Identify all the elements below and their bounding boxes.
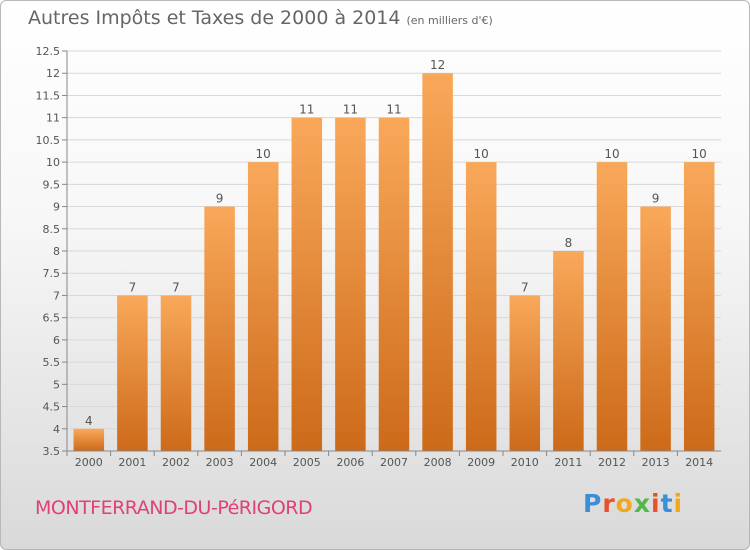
- y-tick-label: 9.5: [43, 178, 61, 191]
- y-tick-label: 10: [46, 156, 60, 169]
- data-label-2008: 12: [430, 58, 445, 72]
- data-label-2003: 9: [216, 192, 224, 206]
- logo-letter: P: [583, 489, 603, 518]
- y-tick-label: 8: [53, 245, 60, 258]
- x-tick-label-2002: 2002: [162, 456, 190, 469]
- logo-letter: i: [651, 489, 661, 518]
- x-tick-label-2005: 2005: [293, 456, 321, 469]
- y-tick-label: 9: [53, 201, 60, 214]
- bar-2006: [335, 117, 366, 452]
- y-tick-label: 11: [46, 112, 60, 125]
- data-label-2007: 11: [386, 103, 401, 117]
- bar-2009: [465, 162, 497, 451]
- y-tick-label: 4: [53, 423, 60, 436]
- data-label-2005: 11: [299, 103, 314, 117]
- y-tick-label: 5: [53, 378, 60, 391]
- y-tick-label: 6.5: [43, 312, 61, 325]
- y-tick-label: 7: [53, 289, 60, 302]
- logo-letter: t: [660, 489, 674, 518]
- logo-letter: x: [633, 489, 651, 518]
- x-tick-label-2014: 2014: [685, 456, 713, 469]
- unit-label: (en milliers d'€): [406, 14, 493, 27]
- x-tick-label-2004: 2004: [249, 456, 277, 469]
- bar-2011: [553, 251, 584, 451]
- y-tick-label: 8.5: [43, 223, 61, 236]
- bars: 4 7 7 9 10 11 11 11 12 10 7 8 10 9 10: [73, 58, 715, 452]
- bar-2012: [596, 162, 628, 451]
- x-tick-label-2010: 2010: [511, 456, 539, 469]
- x-tick-label-2011: 2011: [554, 456, 582, 469]
- data-label-2012: 10: [604, 147, 619, 161]
- y-tick-label: 4.5: [43, 401, 61, 414]
- x-tick-label-2013: 2013: [642, 456, 670, 469]
- logo-letter: o: [615, 489, 634, 518]
- place-name: MONTFERRAND-DU-PéRIGORD: [35, 497, 313, 519]
- bar-2013: [640, 206, 671, 451]
- logo-letter: i: [673, 489, 684, 518]
- x-tick-label-2003: 2003: [206, 456, 234, 469]
- y-tick-label: 10.5: [36, 134, 61, 147]
- y-tick-label: 5.5: [43, 356, 61, 369]
- x-tick-label-2009: 2009: [467, 456, 495, 469]
- data-label-2004: 10: [256, 147, 271, 161]
- x-tick-label-2007: 2007: [380, 456, 408, 469]
- data-label-2013: 9: [652, 192, 660, 206]
- data-label-2011: 8: [565, 236, 573, 250]
- x-tick-label-2012: 2012: [598, 456, 626, 469]
- y-tick-label: 7.5: [43, 267, 61, 280]
- x-tick-label-2001: 2001: [118, 456, 146, 469]
- y-tick-label: 12: [46, 67, 60, 80]
- logo-letter: r: [602, 489, 616, 518]
- bar-2000: [73, 428, 105, 451]
- title-text: Autres Impôts et Taxes de 2000 à 2014: [28, 7, 401, 29]
- y-tick-label: 3.5: [43, 445, 61, 458]
- bar-2001: [117, 295, 148, 451]
- bar-2010: [509, 295, 541, 451]
- bar-2005: [291, 117, 323, 452]
- y-tick-label: 6: [53, 334, 60, 347]
- x-tick-label-2000: 2000: [75, 456, 103, 469]
- data-label-2014: 10: [692, 147, 707, 161]
- y-tick-label: 12.5: [36, 45, 61, 58]
- bar-2007: [378, 117, 410, 452]
- x-tick-label-2008: 2008: [424, 456, 452, 469]
- x-tick-label-2006: 2006: [336, 456, 364, 469]
- axes: 3.5 4 4.5 5 5.5 6 6.5 7 7.5 8 8.5 9 9.5 10 10.5 11 11.5 1…: [36, 45, 721, 469]
- data-label-2001: 7: [129, 280, 137, 294]
- bar-2014: [683, 162, 715, 451]
- data-label-2010: 7: [521, 280, 529, 294]
- data-label-2002: 7: [172, 280, 180, 294]
- chart-title: Autres Impôts et Taxes de 2000 à 2014 (en…: [28, 7, 493, 29]
- bar-2008: [422, 73, 453, 451]
- bar-2004: [247, 162, 279, 451]
- proxiti-logo: Proxiti: [583, 489, 683, 518]
- data-label-2000: 4: [85, 414, 93, 428]
- bar-2003: [204, 206, 235, 451]
- y-tick-label: 11.5: [36, 89, 61, 102]
- data-label-2009: 10: [474, 147, 489, 161]
- bar-2002: [160, 295, 192, 451]
- data-label-2006: 11: [343, 103, 358, 117]
